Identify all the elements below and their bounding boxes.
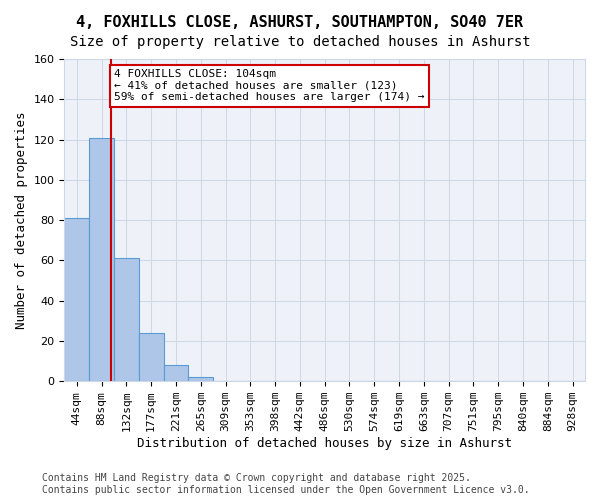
- Bar: [89, 138, 114, 381]
- Bar: [114, 258, 139, 381]
- Text: 4 FOXHILLS CLOSE: 104sqm
← 41% of detached houses are smaller (123)
59% of semi-: 4 FOXHILLS CLOSE: 104sqm ← 41% of detach…: [114, 69, 425, 102]
- Bar: [64, 218, 89, 381]
- Text: 4, FOXHILLS CLOSE, ASHURST, SOUTHAMPTON, SO40 7ER: 4, FOXHILLS CLOSE, ASHURST, SOUTHAMPTON,…: [76, 15, 524, 30]
- Text: Contains HM Land Registry data © Crown copyright and database right 2025.
Contai: Contains HM Land Registry data © Crown c…: [42, 474, 530, 495]
- Y-axis label: Number of detached properties: Number of detached properties: [15, 112, 28, 329]
- Text: Size of property relative to detached houses in Ashurst: Size of property relative to detached ho…: [70, 35, 530, 49]
- Bar: [164, 365, 188, 381]
- Bar: [188, 377, 213, 381]
- Bar: [139, 333, 164, 381]
- X-axis label: Distribution of detached houses by size in Ashurst: Distribution of detached houses by size …: [137, 437, 512, 450]
